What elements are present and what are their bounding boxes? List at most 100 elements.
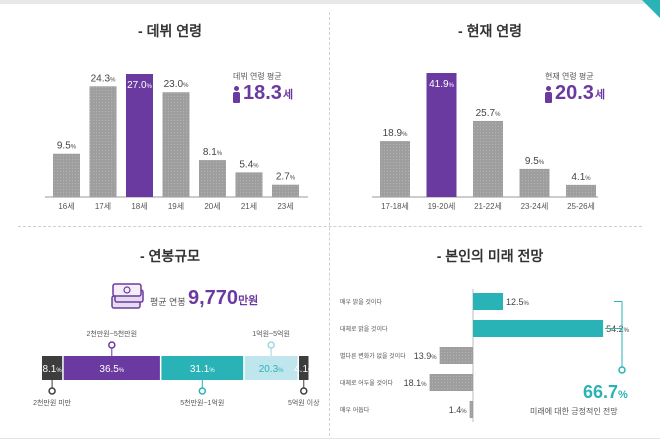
debut-age-value-label: 9.5% bbox=[57, 141, 77, 152]
debut-age-value-label: 2.7% bbox=[276, 172, 296, 183]
current-age-category-label: 19-20세 bbox=[428, 202, 456, 211]
current-age-category-label: 21-22세 bbox=[474, 202, 502, 211]
salary-title: - 연봉규모 bbox=[139, 248, 201, 264]
salary-category-label: 2천만원 미만 bbox=[33, 398, 72, 407]
person-icon bbox=[545, 86, 552, 103]
future-category-label: 대체로 밝을 것이다 bbox=[340, 325, 388, 333]
debut-age-bar bbox=[89, 86, 117, 197]
future-bar bbox=[429, 374, 473, 391]
future-value-label: 12.5% bbox=[506, 297, 530, 307]
current-age-category-label: 17-18세 bbox=[381, 202, 409, 211]
future-value-label: 13.9% bbox=[414, 351, 438, 361]
debut-age-avg-label: 데뷔 연령 평균 bbox=[233, 72, 282, 81]
salary-leader-dot bbox=[198, 387, 207, 395]
salary-leader-dot bbox=[300, 387, 308, 395]
debut-age-category-label: 19세 bbox=[168, 202, 184, 211]
debut-age-title: - 데뷔 연령 bbox=[138, 23, 202, 39]
corner-accent bbox=[642, 0, 660, 18]
salary-category-label: 5억원 이상 bbox=[288, 398, 320, 407]
debut-age-category-label: 18세 bbox=[131, 202, 147, 211]
salary-category-label: 2천만원~5천만원 bbox=[87, 329, 138, 338]
future-value-label: 1.4% bbox=[449, 405, 468, 415]
future-chart: 매우 밝을 것이다 12.5%대체로 밝을 것이다 54.2%별다른 변화가 없을 … bbox=[340, 289, 630, 422]
current-age-avg: 20.3 세 bbox=[545, 82, 605, 105]
salary-leader-dot bbox=[267, 341, 275, 349]
current-age-bar bbox=[519, 168, 550, 197]
debut-age-category-label: 17세 bbox=[95, 202, 111, 211]
person-icon bbox=[233, 86, 240, 103]
current-age-value-label: 18.9% bbox=[383, 128, 408, 139]
salary-value-label: 8.1% bbox=[42, 364, 62, 375]
debut-age-avg: 18.3 세 bbox=[233, 82, 293, 105]
future-category-label: 매우 밝을 것이다 bbox=[340, 298, 382, 306]
debut-age-category-label: 16세 bbox=[58, 202, 74, 211]
current-age-title: - 현재 연령 bbox=[458, 23, 522, 39]
future-positive: 66.7% bbox=[583, 382, 628, 403]
current-age-bar bbox=[426, 73, 457, 197]
debut-age-bar bbox=[126, 74, 153, 197]
debut-age-category-label: 23세 bbox=[277, 202, 293, 211]
debut-age-bar bbox=[199, 160, 226, 197]
current-age-avg-unit: 세 bbox=[594, 89, 606, 101]
future-value-label: 18.1% bbox=[404, 378, 428, 388]
current-age-value-label: 25.7% bbox=[476, 108, 501, 119]
salary-value-label: 31.1% bbox=[190, 364, 215, 375]
salary-value-label: 36.5% bbox=[99, 364, 124, 375]
future-positive-unit: % bbox=[618, 389, 628, 401]
future-bar bbox=[473, 320, 604, 337]
current-age-avg-value: 20.3 bbox=[555, 82, 594, 104]
current-age-category-label: 25-26세 bbox=[567, 202, 595, 211]
debut-age-value-label: 5.4% bbox=[239, 159, 259, 170]
debut-age-bar bbox=[272, 184, 299, 197]
future-bar bbox=[439, 347, 473, 364]
horizontal-divider bbox=[18, 226, 642, 227]
salary-segment bbox=[63, 356, 160, 380]
future-category-label: 대체로 어두울 것이다 bbox=[340, 379, 393, 387]
salary-segment bbox=[161, 356, 244, 380]
debut-age-chart: 9.5% 16세 24.3% 17세 27.0% 18세 23.0% 19세 8.1% 20세 5.… bbox=[45, 73, 308, 211]
debut-age-value-label: 27.0% bbox=[127, 80, 152, 91]
debut-age-value-label: 8.1% bbox=[203, 147, 223, 158]
current-age-category-label: 23-24세 bbox=[521, 202, 549, 211]
debut-age-bar bbox=[235, 172, 263, 197]
current-age-bar bbox=[380, 141, 410, 197]
future-connector-dot bbox=[618, 366, 626, 374]
salary-chart: 8.1% 2천만원 미만 36.5% 2천만원~5천만원 31.1% 5천만원~1억원 20… bbox=[33, 329, 320, 407]
future-category-label: 별다른 변화가 없을 것이다 bbox=[340, 352, 406, 360]
salary-avg-label: 평균 연봉 bbox=[150, 297, 186, 307]
debut-age-category-label: 20세 bbox=[204, 202, 220, 211]
bottom-border bbox=[0, 438, 660, 439]
salary-leader-dot bbox=[108, 341, 116, 349]
current-age-value-label: 41.9% bbox=[429, 79, 454, 90]
salary-segment bbox=[299, 356, 309, 380]
current-age-value-label: 9.5% bbox=[525, 156, 545, 167]
future-category-label: 매우 어둡다 bbox=[340, 406, 370, 414]
future-positive-label: 미래에 대한 긍정적인 전망 bbox=[530, 407, 618, 416]
top-border bbox=[0, 0, 660, 4]
salary-category-label: 5천만원~1억원 bbox=[180, 398, 224, 407]
current-age-bar bbox=[473, 120, 503, 197]
debut-age-value-label: 23.0% bbox=[164, 79, 189, 90]
salary-avg-unit: 만원 bbox=[238, 295, 259, 307]
salary-value-label: 20.3% bbox=[259, 364, 284, 375]
debut-age-avg-unit: 세 bbox=[282, 89, 294, 101]
salary-segment bbox=[244, 356, 298, 380]
current-age-bar bbox=[566, 184, 596, 197]
salary-leader-dot bbox=[48, 387, 56, 395]
debut-age-bar bbox=[53, 153, 80, 197]
future-bar bbox=[473, 293, 503, 310]
vertical-divider bbox=[329, 12, 330, 436]
current-age-chart: 18.9% 17-18세 41.9% 19-20세 25.7% 21-22세 9.5% 23-… bbox=[372, 73, 598, 211]
salary-segment bbox=[42, 356, 63, 380]
salary-value-label: 4.1% bbox=[294, 364, 314, 375]
salary-category-label: 1억원~5억원 bbox=[252, 329, 290, 338]
future-positive-value: 66.7 bbox=[583, 382, 619, 402]
current-age-value-label: 4.1% bbox=[571, 172, 591, 183]
current-age-avg-label: 현재 연령 평균 bbox=[545, 72, 594, 81]
salary-avg-value: 9,770 bbox=[188, 287, 239, 309]
debut-age-avg-value: 18.3 bbox=[243, 82, 282, 104]
future-title: - 본인의 미래 전망 bbox=[436, 248, 544, 264]
debut-age-category-label: 21세 bbox=[241, 202, 257, 211]
debut-age-bar bbox=[162, 92, 190, 197]
salary-avg: 9,770만원 bbox=[188, 287, 258, 310]
